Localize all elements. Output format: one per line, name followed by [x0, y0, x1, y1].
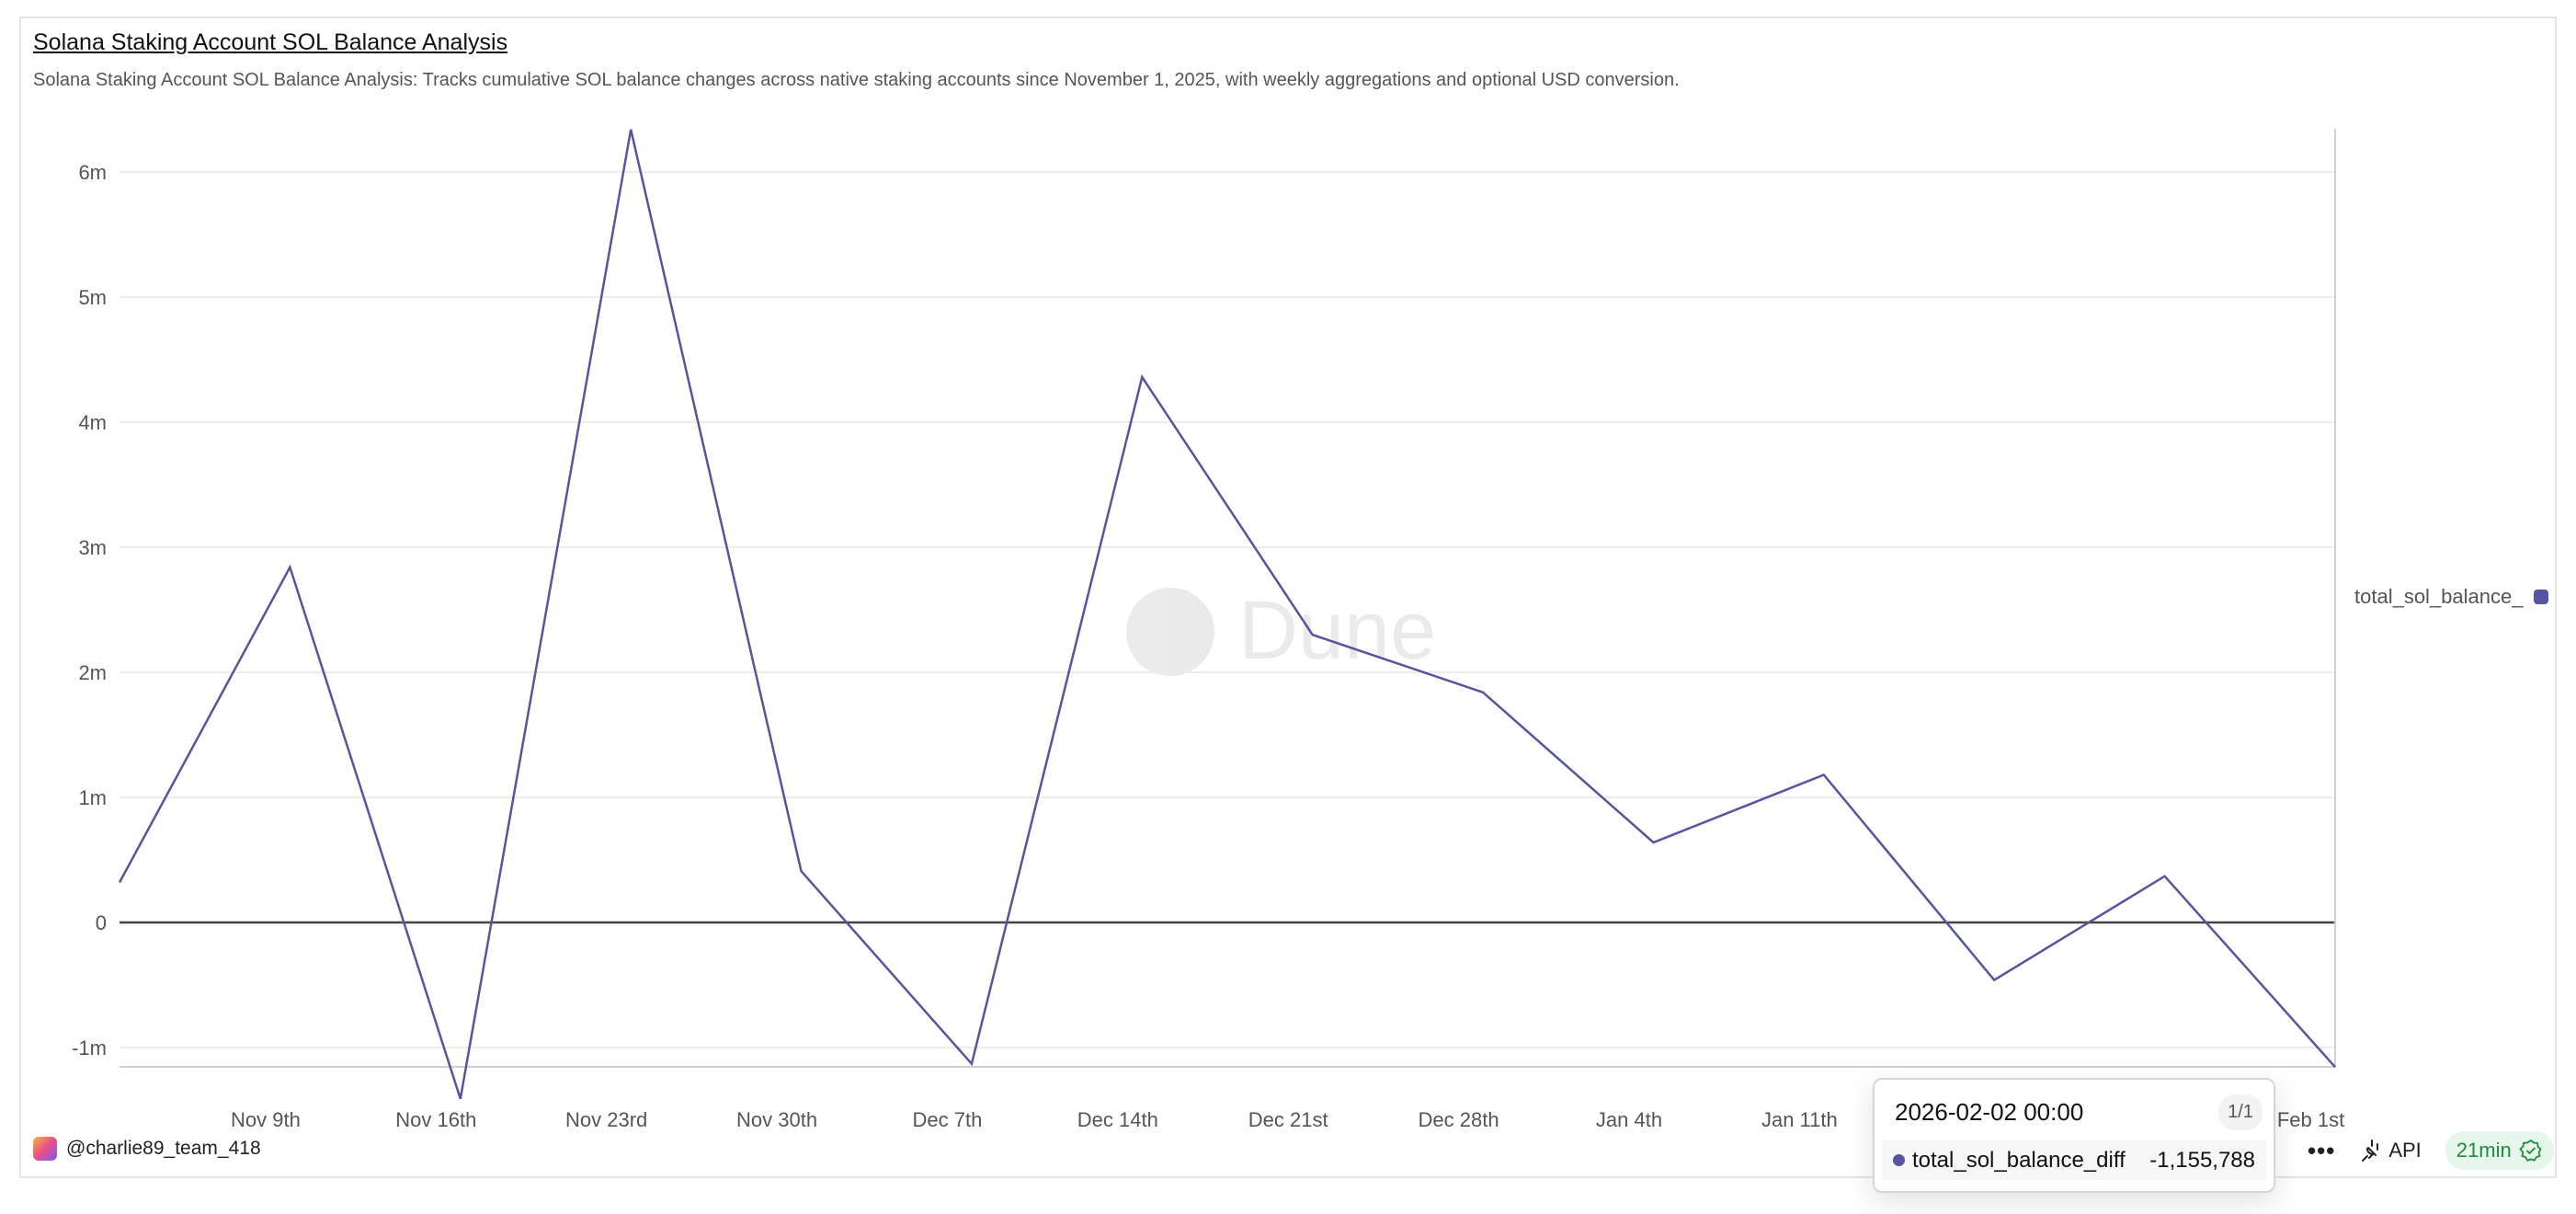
- y-tick-label: 3m: [78, 536, 107, 559]
- footer-actions: ••• API 21min: [2308, 1131, 2554, 1170]
- y-tick-label: 2m: [78, 661, 107, 684]
- api-button[interactable]: API: [2359, 1139, 2422, 1162]
- plug-icon: [2362, 1140, 2379, 1162]
- verified-check-icon: [2518, 1139, 2542, 1162]
- y-tick-label: 0: [96, 911, 107, 934]
- x-tick-label: Dec 28th: [1419, 1108, 1499, 1131]
- series-line: [118, 129, 2336, 1100]
- x-tick-label: Nov 23rd: [565, 1108, 647, 1131]
- legend[interactable]: total_sol_balance_: [2354, 585, 2549, 609]
- y-tick-label: -1m: [72, 1036, 107, 1059]
- x-tick-label: Dec 14th: [1077, 1108, 1158, 1131]
- dune-watermark: Dune: [1126, 584, 1436, 679]
- dune-logo-icon: [1126, 587, 1214, 676]
- x-tick-label: Feb 1st: [2277, 1108, 2344, 1131]
- y-tick-label: 6m: [78, 161, 107, 184]
- chart-title[interactable]: Solana Staking Account SOL Balance Analy…: [33, 29, 508, 55]
- x-tick-label: Nov 9th: [231, 1108, 301, 1131]
- tooltip-row: total_sol_balance_diff -1,155,788: [1882, 1140, 2266, 1180]
- series-dot: [1893, 1154, 1905, 1166]
- x-tick-label: Jan 4th: [1596, 1108, 1662, 1131]
- freshness-badge[interactable]: 21min: [2445, 1131, 2554, 1170]
- x-tick-label: Nov 16th: [395, 1108, 476, 1131]
- more-options-button[interactable]: •••: [2308, 1136, 2336, 1164]
- author-name: @charlie89_team_418: [66, 1138, 261, 1159]
- avatar: [33, 1137, 57, 1161]
- legend-swatch: [2534, 590, 2549, 604]
- tooltip-series: total_sol_balance_diff: [1912, 1147, 2126, 1173]
- chart-tooltip: 2026-02-02 00:00 1/1 total_sol_balance_d…: [1873, 1078, 2275, 1193]
- y-tick-label: 5m: [78, 286, 107, 309]
- api-label: API: [2388, 1139, 2422, 1162]
- legend-label: total_sol_balance_: [2354, 585, 2524, 608]
- author[interactable]: @charlie89_team_418: [33, 1137, 261, 1161]
- x-tick-label: Jan 11th: [1761, 1108, 1838, 1131]
- chart-card: [19, 17, 2557, 1178]
- tooltip-value: -1,155,788: [2149, 1147, 2255, 1173]
- tooltip-date: 2026-02-02 00:00: [1895, 1098, 2084, 1126]
- chart-description: Solana Staking Account SOL Balance Analy…: [33, 70, 1680, 90]
- y-tick-label: 1m: [78, 786, 107, 809]
- freshness-label: 21min: [2456, 1139, 2512, 1162]
- tooltip-count: 1/1: [2218, 1094, 2263, 1130]
- y-tick-label: 4m: [78, 411, 107, 434]
- x-tick-label: Dec 21st: [1248, 1108, 1328, 1131]
- watermark-text: Dune: [1238, 585, 1437, 677]
- x-tick-label: Nov 30th: [736, 1108, 817, 1131]
- x-tick-label: Dec 7th: [913, 1108, 983, 1131]
